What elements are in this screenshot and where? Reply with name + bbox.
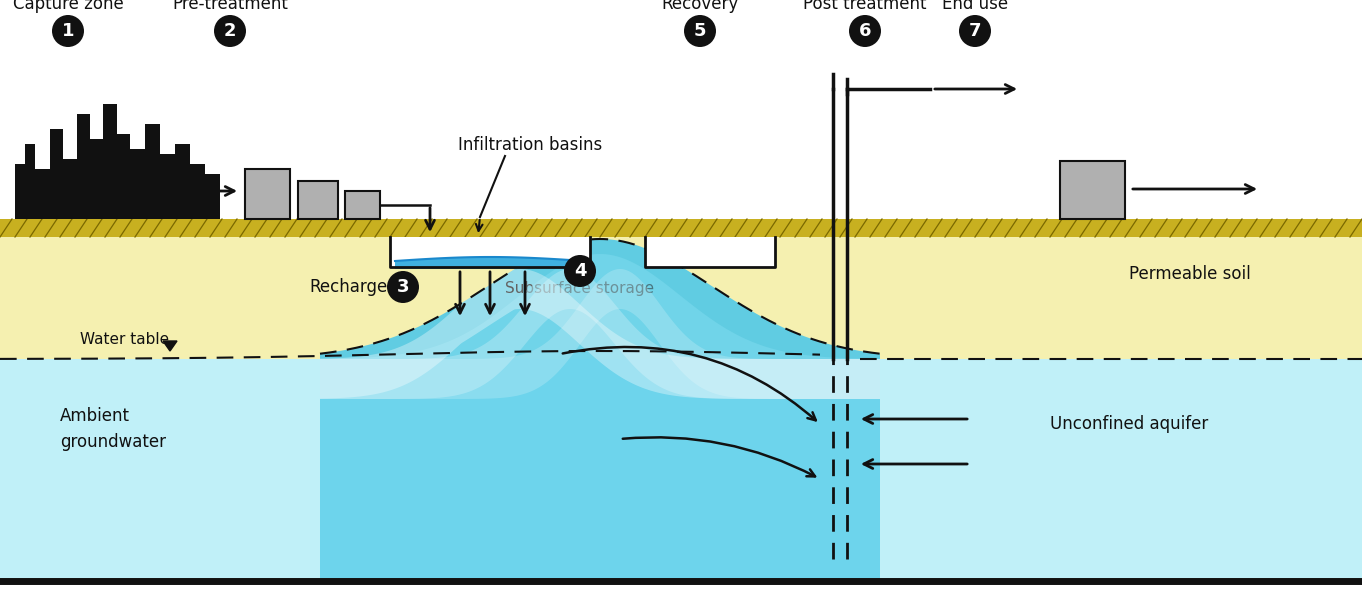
Text: End use: End use [943,0,1008,13]
Bar [245,169,290,219]
Circle shape [959,15,992,47]
Text: 5: 5 [693,22,707,40]
Text: Recharge: Recharge [309,278,388,296]
Text: 2: 2 [223,22,236,40]
Circle shape [684,15,716,47]
Circle shape [52,15,84,47]
Text: Subsurface storage: Subsurface storage [505,281,655,296]
Text: 1: 1 [61,22,75,40]
Bar [0,359,1362,581]
Bar [0,219,1362,359]
Bar [345,191,380,219]
Text: Infiltration basins: Infiltration basins [458,136,602,154]
Text: 6: 6 [859,22,872,40]
Bar [0,219,1362,237]
Text: Recovery: Recovery [662,0,738,13]
Circle shape [387,271,419,303]
Bar [298,181,338,219]
Circle shape [849,15,881,47]
Text: 3: 3 [396,278,409,296]
Circle shape [564,255,597,287]
Text: Permeable soil: Permeable soil [1129,265,1250,283]
Bar [0,0,1362,219]
Circle shape [214,15,247,47]
Text: Post treatment: Post treatment [804,0,926,13]
Text: 4: 4 [573,262,586,280]
Polygon shape [390,237,590,267]
Polygon shape [163,341,177,351]
Text: Water table: Water table [80,332,169,347]
Text: Capture zone: Capture zone [12,0,124,13]
Polygon shape [15,104,221,219]
Polygon shape [646,237,775,267]
Text: Unconfined aquifer: Unconfined aquifer [1050,415,1208,433]
Text: Ambient
groundwater: Ambient groundwater [60,407,166,451]
Text: Pre-treatment: Pre-treatment [172,0,287,13]
Text: 7: 7 [968,22,981,40]
Bar [1060,161,1125,219]
